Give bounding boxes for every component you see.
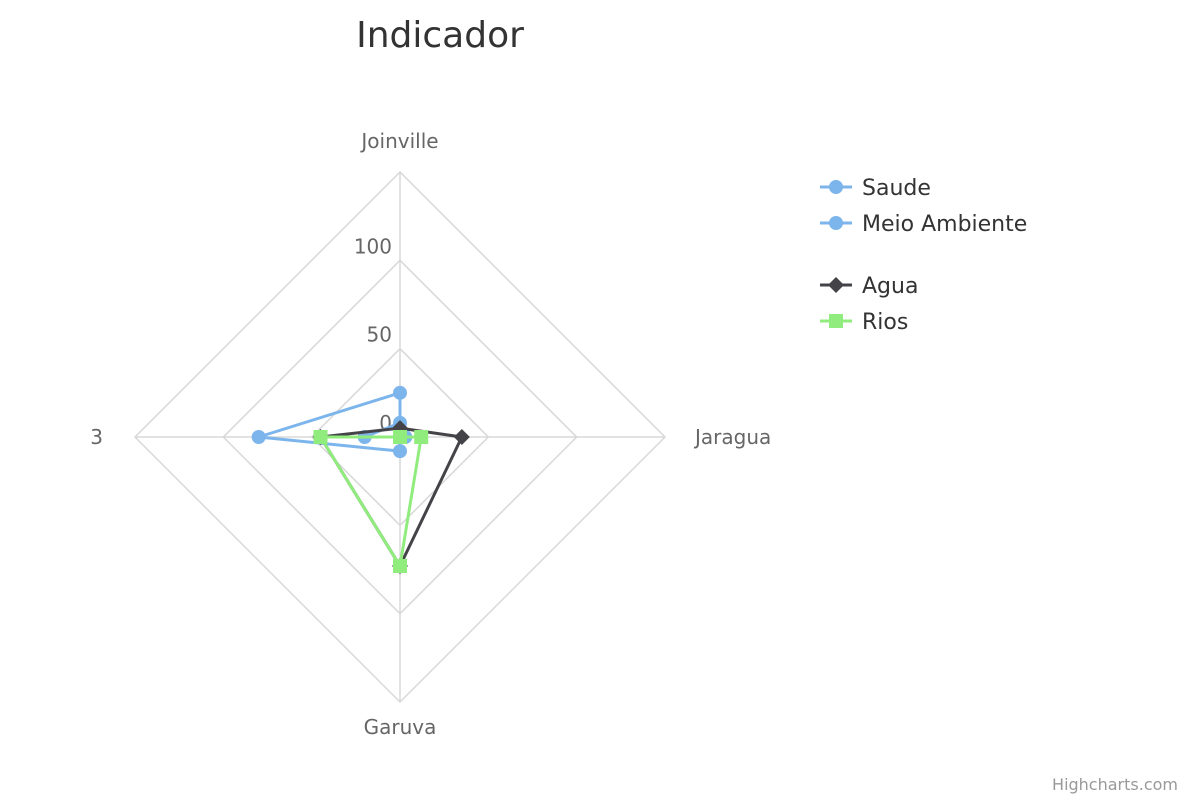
radial-tick-2: 100 [354,234,392,258]
data-point-1-0[interactable] [393,385,407,400]
data-point-3-1[interactable] [414,430,429,444]
data-point-3-0[interactable] [393,430,407,444]
credits-link[interactable]: Highcharts.com [1052,775,1178,794]
legend-marker-1 [829,216,843,230]
data-point-2-1[interactable] [453,429,470,445]
category-label-1: Jaragua [693,425,771,449]
legend-label-2: Agua [862,274,918,299]
category-label-0: Joinville [359,129,438,153]
legend-label-1: Meio Ambiente [862,212,1027,237]
data-point-3-3[interactable] [313,430,328,444]
series-3 [313,430,429,573]
legend-label-3: Rios [862,310,908,335]
radial-tick-1: 50 [367,323,392,347]
data-point-1-3[interactable] [251,430,266,444]
data-point-1-2[interactable] [393,444,407,459]
legend-item-0[interactable]: Saude [820,176,931,201]
legend-marker-3 [829,314,843,328]
legend-item-3[interactable]: Rios [820,310,908,335]
category-label-2: Garuva [364,715,437,739]
chart-title: Indicador [356,15,524,56]
series-layer [251,385,470,574]
data-point-3-2[interactable] [393,558,407,573]
legend: Saude Meio Ambiente Agua Rios [820,176,1027,335]
legend-item-1[interactable]: Meio Ambiente [820,212,1027,237]
category-label-3: 3 [90,425,103,449]
legend-marker-2 [828,277,844,293]
legend-label-0: Saude [862,176,931,201]
legend-marker-0 [829,180,843,194]
category-labels: Joinville Jaragua Garuva 3 [90,129,771,739]
legend-item-2[interactable]: Agua [820,274,918,299]
